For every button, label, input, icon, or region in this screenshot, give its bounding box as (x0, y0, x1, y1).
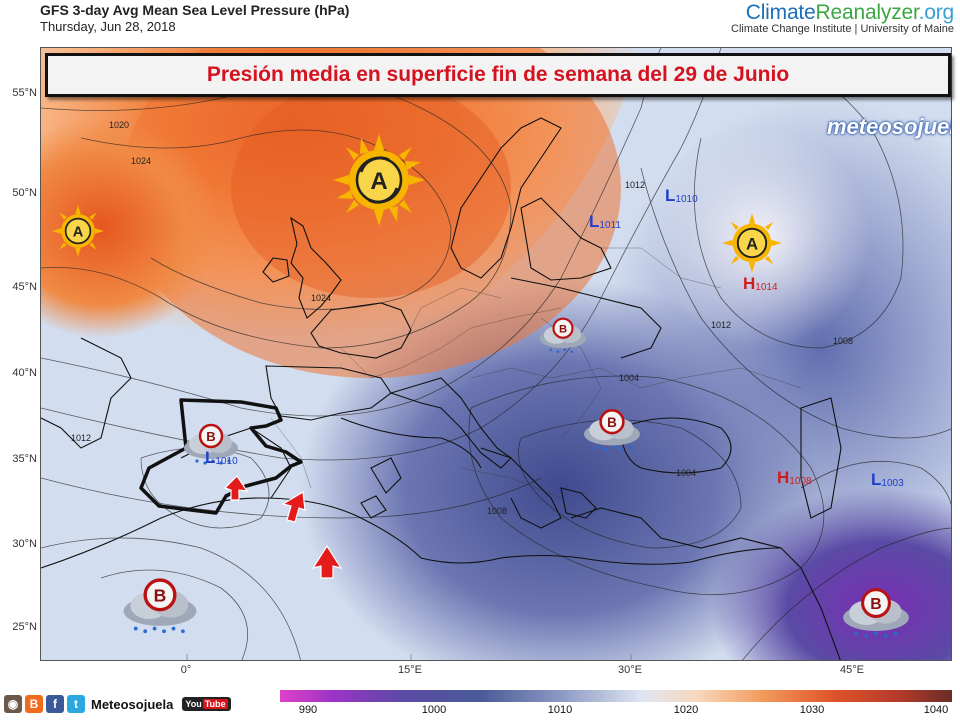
lat-label-45: 45°N (12, 281, 37, 293)
facebook-icon[interactable]: f (46, 695, 64, 713)
highlight-contour (139, 398, 303, 515)
youtube-icon[interactable]: You Tube (182, 697, 231, 711)
high-label: H1014 (743, 274, 778, 293)
lon-label-45e: 45°E (840, 664, 864, 676)
lat-label-40: 40°N (12, 367, 37, 379)
isobar-label: 1012 (625, 180, 646, 190)
isobar-label: 1008 (487, 506, 508, 516)
lat-label-50: 50°N (12, 187, 37, 199)
forecast-banner: Presión media en superficie fin de seman… (45, 53, 951, 97)
high-label: H1008 (777, 468, 812, 487)
isobar-label: 1024 (131, 156, 152, 166)
low-pressure-icon: B (119, 576, 201, 638)
low-label: L1010 (665, 186, 698, 205)
colorbar-tick: 1030 (799, 704, 825, 716)
isobar-label: 1012 (71, 433, 92, 443)
lat-label-25: 25°N (12, 621, 37, 633)
anticyclone-icon: A (331, 132, 427, 228)
pressure-field (41, 48, 951, 660)
lon-label-15e: 15°E (398, 664, 422, 676)
lat-label-35: 35°N (12, 453, 37, 465)
colorbar-tick: 1040 (923, 704, 949, 716)
colorbar-tick: 1010 (547, 704, 573, 716)
map-date: Thursday, Jun 28, 2018 (40, 19, 176, 34)
lat-label-30: 30°N (12, 538, 37, 550)
isobar-label: 1012 (711, 320, 732, 330)
low-pressure-icon: B (181, 422, 241, 468)
svg-text:A: A (746, 234, 758, 253)
brand-subtitle: Climate Change Institute | University of… (731, 23, 954, 35)
anticyclone-icon: A (51, 204, 105, 258)
low-label: L1003 (871, 470, 904, 489)
svg-text:B: B (206, 429, 215, 444)
isobars (41, 48, 951, 660)
svg-text:A: A (73, 225, 84, 241)
svg-text:B: B (154, 586, 167, 606)
low-label: L1010 (205, 448, 238, 467)
colorbar-tick: 1020 (673, 704, 699, 716)
anticyclone-icon: A (721, 212, 783, 274)
twitter-icon[interactable]: t (67, 695, 85, 713)
isobar-label: 1024 (311, 293, 332, 303)
isobar-label: 1020 (109, 120, 130, 130)
footer: ◉ B f t Meteosojuela You Tube (0, 689, 960, 720)
svg-text:B: B (870, 596, 881, 613)
brand-logo[interactable]: ClimateReanalyzer.org Climate Change Ins… (731, 1, 954, 35)
lat-label-55: 55°N (12, 87, 37, 99)
svg-text:A: A (370, 168, 387, 195)
low-label: L1011 (589, 212, 621, 231)
map-title: GFS 3-day Avg Mean Sea Level Pressure (h… (40, 2, 350, 18)
isobar-label: 1008 (833, 336, 854, 346)
isobar-label: 1004 (619, 373, 640, 383)
brand-name: ClimateReanalyzer.org (745, 1, 954, 24)
isobar-label: 1004 (676, 468, 697, 478)
instagram-icon[interactable]: ◉ (4, 695, 22, 713)
lon-label-0: 0° (180, 664, 192, 676)
wind-arrows (223, 475, 343, 579)
low-pressure-icon: B (581, 406, 643, 456)
social-links: ◉ B f t Meteosojuela You Tube (4, 695, 231, 713)
meteosojuela-watermark: meteosojuelaes (827, 114, 951, 139)
svg-text:B: B (559, 324, 567, 336)
low-pressure-icon: B (839, 586, 913, 642)
blogger-icon[interactable]: B (25, 695, 43, 713)
pressure-map[interactable]: 1020 1024 1024 1012 1012 1012 1008 1004 … (40, 47, 952, 661)
low-pressure-icon: B (537, 316, 589, 356)
svg-text:B: B (607, 415, 617, 430)
colorbar-tick: 1000 (421, 704, 447, 716)
pressure-colorbar (280, 690, 952, 702)
social-handle: Meteosojuela (91, 696, 174, 712)
graticule (186, 654, 854, 660)
colorbar-tick: 990 (298, 704, 318, 716)
lon-label-30e: 30°E (618, 664, 642, 676)
